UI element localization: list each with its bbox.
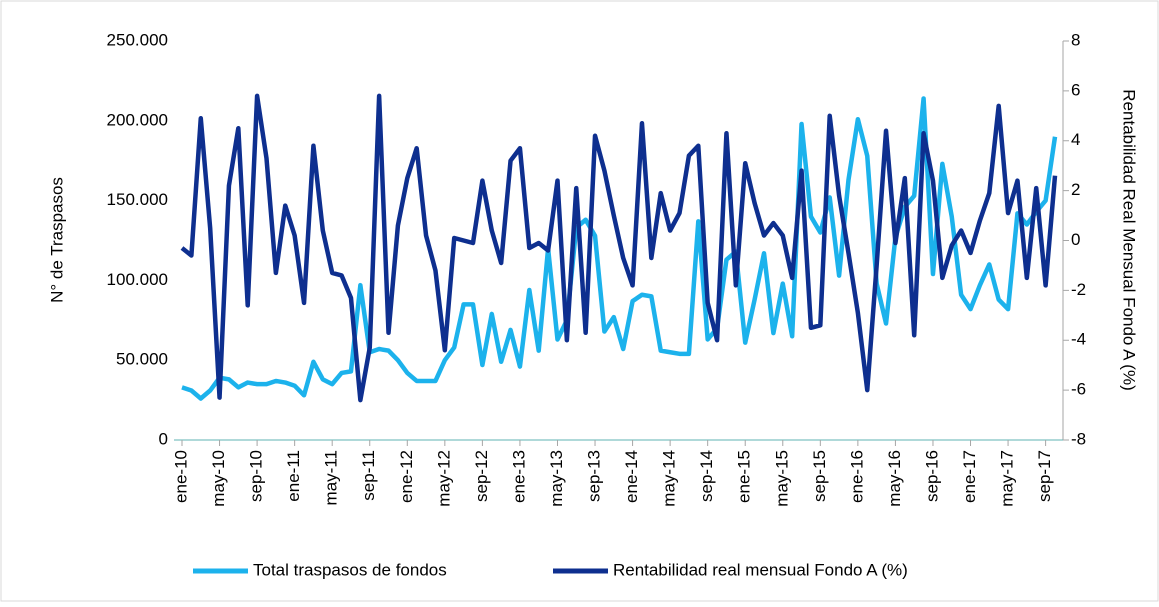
x-tick-label: may-11 [322,450,341,505]
x-tick-label: sep-10 [247,450,266,502]
y-tick-label: 100.000 [107,270,168,289]
y2-axis-title: Rentabilidad Real Mensual Fondo A (%) [1120,89,1139,390]
x-tick-label: may-13 [547,450,566,507]
x-tick-label: may-16 [885,450,904,507]
x-tick-label: may-14 [660,450,679,507]
y-tick-label: 50.000 [116,350,168,369]
x-tick-label: sep-17 [1035,450,1054,502]
x-tick-label: ene-11 [284,450,303,502]
y-tick-label: 250.000 [107,30,168,49]
x-tick-label: may-17 [998,450,1017,507]
x-tick-label: ene-17 [960,450,979,503]
x-tick-label: ene-15 [735,450,754,503]
y-tick-label: 150.000 [107,190,168,209]
series-line [180,93,1058,403]
y2-tick-label: 0 [1071,230,1080,249]
legend-label: Total traspasos de fondos [253,560,447,579]
legend-label: Rentabilidad real mensual Fondo A (%) [613,560,908,579]
x-tick-label: may-12 [434,450,453,507]
x-tick-label: sep-12 [472,450,491,502]
x-tick-label: ene-13 [509,450,528,503]
y2-tick-label: 4 [1071,130,1080,149]
series-line [181,96,1058,401]
x-tick-label: sep-16 [922,450,941,502]
y2-tick-label: -4 [1071,330,1086,349]
y-tick-label: 0 [159,429,168,448]
y2-tick-label: -8 [1071,429,1086,448]
x-tick-label: ene-10 [171,450,190,503]
y2-tick-label: -2 [1071,280,1086,299]
y-tick-label: 200.000 [107,110,168,129]
x-tick-label: sep-11 [359,450,378,501]
x-tick-label: may-10 [209,450,228,507]
x-tick-label: ene-14 [622,450,641,503]
y2-tick-label: 2 [1071,180,1080,199]
x-tick-label: may-15 [772,450,791,507]
y2-tick-label: 8 [1071,30,1080,49]
y-axis-title: N° de Traspasos [47,177,66,303]
x-tick-label: sep-15 [810,450,829,502]
x-tick-label: ene-16 [847,450,866,503]
x-tick-label: sep-13 [585,450,604,502]
x-tick-label: sep-14 [697,450,716,502]
y2-tick-label: 6 [1071,80,1080,99]
x-tick-label: ene-12 [397,450,416,503]
y2-tick-label: -6 [1071,380,1086,399]
